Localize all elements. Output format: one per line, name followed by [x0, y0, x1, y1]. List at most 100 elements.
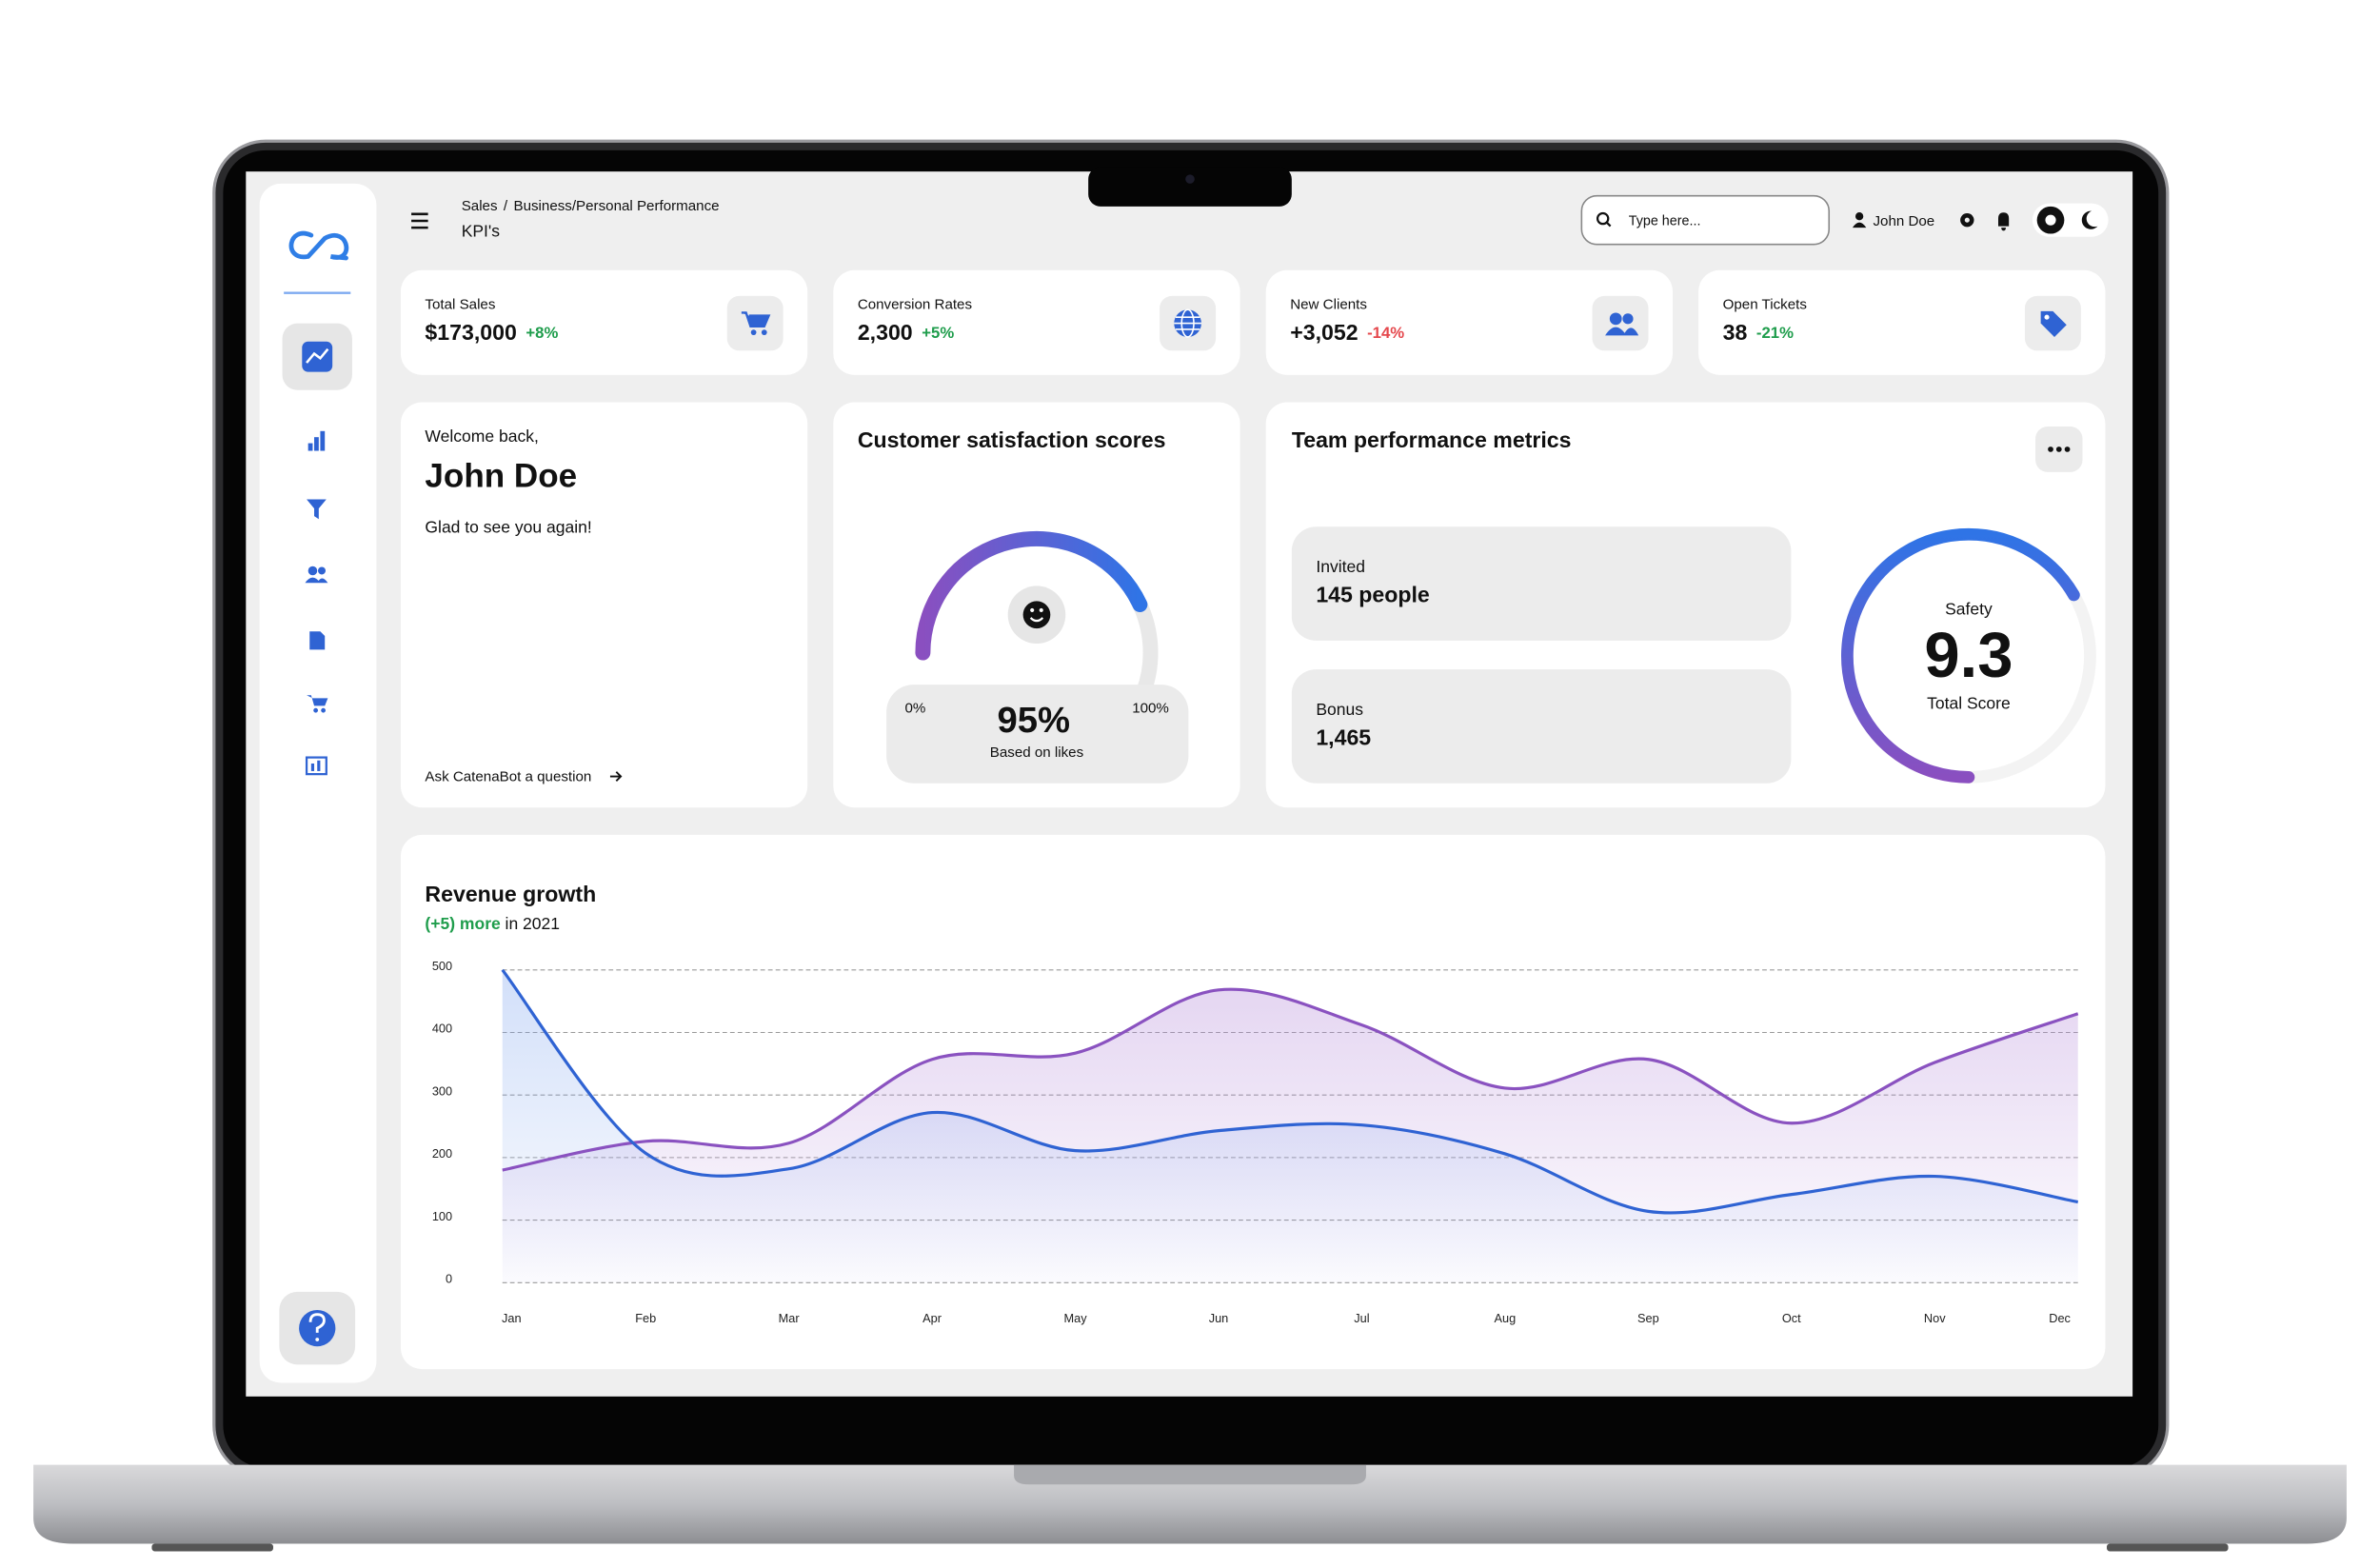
nav-stats[interactable] [307, 430, 326, 451]
x-tick-label: Jan [502, 1311, 522, 1325]
smiley-icon [1007, 586, 1066, 645]
tag-hole [2044, 314, 2050, 320]
nav-users[interactable] [305, 566, 328, 584]
nav-document[interactable] [309, 631, 326, 650]
cart-wheel [761, 329, 767, 336]
welcome-card [400, 402, 808, 808]
kpi-value-line: 38 -21% [1723, 320, 1794, 345]
x-tick-label: Jul [1354, 1311, 1369, 1325]
breadcrumb: Sales / Business/Personal Performance [462, 198, 720, 214]
kpi-card: Open Tickets 38 -21% [1698, 269, 2106, 375]
foot [151, 1543, 273, 1552]
kpi-card: Conversion Rates 2,300 +5% [833, 269, 1240, 375]
gauge-value: 95% [997, 700, 1070, 741]
camera [1185, 174, 1195, 184]
x-tick-label: Oct [1782, 1311, 1801, 1325]
chart-subtitle: (+5) more in 2021 [425, 914, 560, 933]
kpi-card-bg [833, 269, 1240, 375]
kpi-label: Total Sales [425, 296, 495, 312]
help-button[interactable] [279, 1291, 356, 1365]
score-ring [1841, 527, 2080, 784]
page-title: KPI's [462, 222, 501, 241]
link-text: Ask CatenaBot a question [425, 768, 591, 784]
y-tick-label: 200 [432, 1146, 452, 1161]
metric-value: 145 people [1316, 583, 1430, 607]
kpi-value-line: $173,000 +8% [425, 320, 558, 345]
line-chart: 0 100 200 300 400 500 Jan Feb Mar Apr May Jun Jul Aug… [432, 959, 2079, 1325]
user-name: John Doe [1873, 213, 1934, 229]
nav-funnel[interactable] [307, 499, 327, 520]
x-tick-label: May [1064, 1311, 1088, 1325]
line [502, 987, 2079, 1172]
welcome-name: John Doe [425, 457, 577, 494]
breadcrumb-parent[interactable]: Sales [462, 198, 498, 214]
kpi-value: 2,300 [858, 320, 913, 345]
x-tick-label: Sep [1637, 1311, 1659, 1325]
kpi-icon-bg [1592, 295, 1649, 351]
menu-button[interactable] [411, 212, 428, 229]
notifications-button[interactable] [1998, 212, 2010, 231]
x-tick-label: Aug [1495, 1311, 1517, 1325]
team-items: Invited 145 people Bonus 1,465 [1291, 526, 1792, 784]
line [501, 968, 2078, 1215]
gauge-panel [886, 685, 1189, 784]
gauge-caption: Based on likes [990, 744, 1084, 761]
kpi-label: Open Tickets [1723, 296, 1808, 312]
user-menu[interactable]: John Doe [1852, 212, 1934, 229]
kpi-value-line: +3,052 -14% [1290, 320, 1404, 345]
globe-line [1174, 316, 1201, 330]
gauge-arc [915, 530, 1148, 661]
kpi-card: Total Sales $173,000 +8% [400, 269, 808, 375]
x-tick-label: Feb [635, 1311, 656, 1325]
metric-value: 1,465 [1316, 725, 1371, 750]
metric-label: Invited [1316, 557, 1365, 576]
y-tick-label: 100 [432, 1209, 452, 1223]
users-icon [1609, 312, 1622, 326]
kpi-label: Conversion Rates [858, 296, 973, 312]
kpi-card: New Clients +3,052 -14% [1265, 269, 1674, 375]
laptop-base [33, 1464, 2347, 1544]
kpi-icon-button[interactable] [2024, 295, 2081, 351]
kpi-value: $173,000 [425, 320, 516, 345]
nav-report[interactable] [305, 756, 327, 776]
kpi-change: +8% [526, 324, 558, 342]
users-icon [1605, 327, 1639, 336]
score-value: 9.3 [1924, 620, 2013, 691]
welcome-message: Glad to see you again! [425, 517, 591, 536]
kpi-change: -21% [1756, 324, 1794, 342]
search-box[interactable]: Type here... [1580, 194, 1831, 246]
kpi-icon-button[interactable] [726, 295, 783, 351]
x-tick-label: Apr [922, 1311, 942, 1325]
y-tick-label: 500 [432, 959, 452, 973]
satisfaction-title: Customer satisfaction scores [858, 427, 1166, 452]
theme-toggle[interactable] [2032, 203, 2109, 237]
more-button[interactable] [2035, 427, 2083, 472]
nav-cart[interactable] [307, 695, 328, 713]
x-tick-label: Mar [779, 1311, 801, 1325]
logo [288, 230, 349, 261]
catenabot-link[interactable]: Ask CatenaBot a question [425, 768, 623, 784]
score-label: Safety [1945, 600, 1993, 619]
metric-box [1291, 526, 1792, 641]
kpi-change: +5% [922, 324, 954, 342]
kpi-icon-button[interactable] [1160, 295, 1217, 351]
y-tick-label: 300 [432, 1083, 452, 1098]
subtitle-highlight: (+5) more [425, 914, 501, 933]
search-placeholder: Type here... [1629, 214, 1701, 229]
kpi-value: +3,052 [1290, 320, 1358, 345]
chart-title: Revenue growth [425, 882, 596, 906]
metric-box [1291, 669, 1792, 784]
welcome-greeting: Welcome back, [425, 427, 538, 446]
cart-wheel [750, 329, 757, 336]
team-title: Team performance metrics [1292, 427, 1572, 452]
kpi-icon-button[interactable] [1592, 295, 1649, 351]
y-tick-label: 0 [446, 1271, 452, 1285]
nav-dashboard[interactable] [282, 323, 352, 390]
sidebar [259, 183, 377, 1383]
notch [1088, 167, 1292, 207]
subtitle-text: in 2021 [506, 914, 560, 933]
settings-button[interactable] [1960, 213, 1974, 228]
foot [2107, 1543, 2229, 1552]
kpi-card-bg [1265, 269, 1674, 375]
